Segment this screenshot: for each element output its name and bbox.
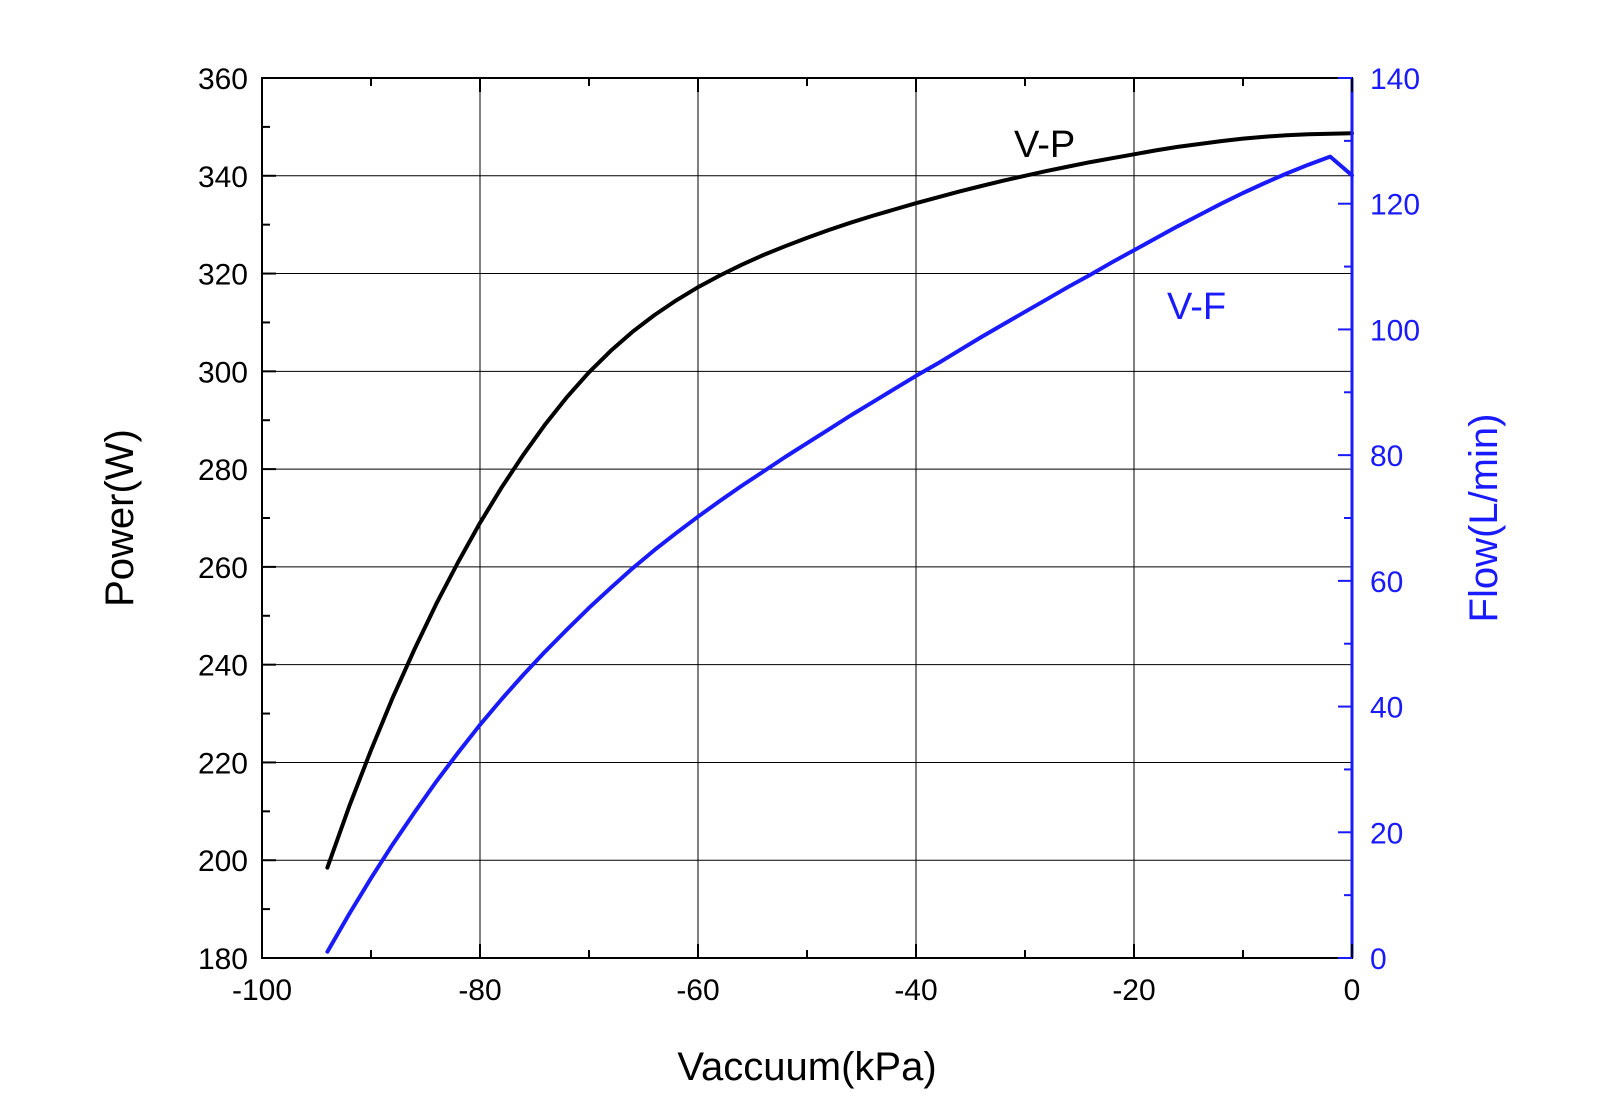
y2-tick-label: 60 [1370,566,1403,599]
y2-axis-title: Flow(L/min) [1462,414,1506,623]
x-tick-label: 0 [1344,974,1361,1007]
grid [262,78,1352,958]
series-label-vf: V-F [1167,286,1226,328]
y2-tick-label: 0 [1370,943,1387,976]
y2-tick-label: 100 [1370,314,1420,347]
y-tick-label: 340 [198,161,248,194]
y-axis-title: Power(W) [98,429,142,607]
y2-tick-label: 40 [1370,692,1403,725]
x-tick-label: -20 [1112,974,1155,1007]
y-tick-label: 320 [198,259,248,292]
y-tick-label: 260 [198,552,248,585]
x-tick-label: -100 [232,974,292,1007]
plot-frame [261,77,1353,959]
series-line-vp [325,131,1354,870]
series-line-vf [325,154,1354,954]
y-tick-label: 300 [198,356,248,389]
y-tick-label: 280 [198,454,248,487]
y-tick-label: 360 [198,63,248,96]
y-tick-label: 220 [198,747,248,780]
series-label-vp: V-P [1014,124,1075,166]
series-layer [325,131,1354,954]
x-axis-title: Vaccuum(kPa) [677,1045,936,1089]
y2-tick-label: 20 [1370,817,1403,850]
y-tick-label: 180 [198,943,248,976]
x-tick-label: -60 [676,974,719,1007]
y2-tick-label: 140 [1370,63,1420,96]
y-tick-label: 240 [198,650,248,683]
x-tick-label: -40 [894,974,937,1007]
y2-tick-label: 120 [1370,189,1420,222]
axis-ticks [261,77,1353,959]
y-tick-label: 200 [198,845,248,878]
y2-tick-label: 80 [1370,440,1403,473]
x-tick-label: -80 [458,974,501,1007]
tick-labels: -100 -80 -60 -40 -20 018020022024026028030032… [198,63,1420,1007]
